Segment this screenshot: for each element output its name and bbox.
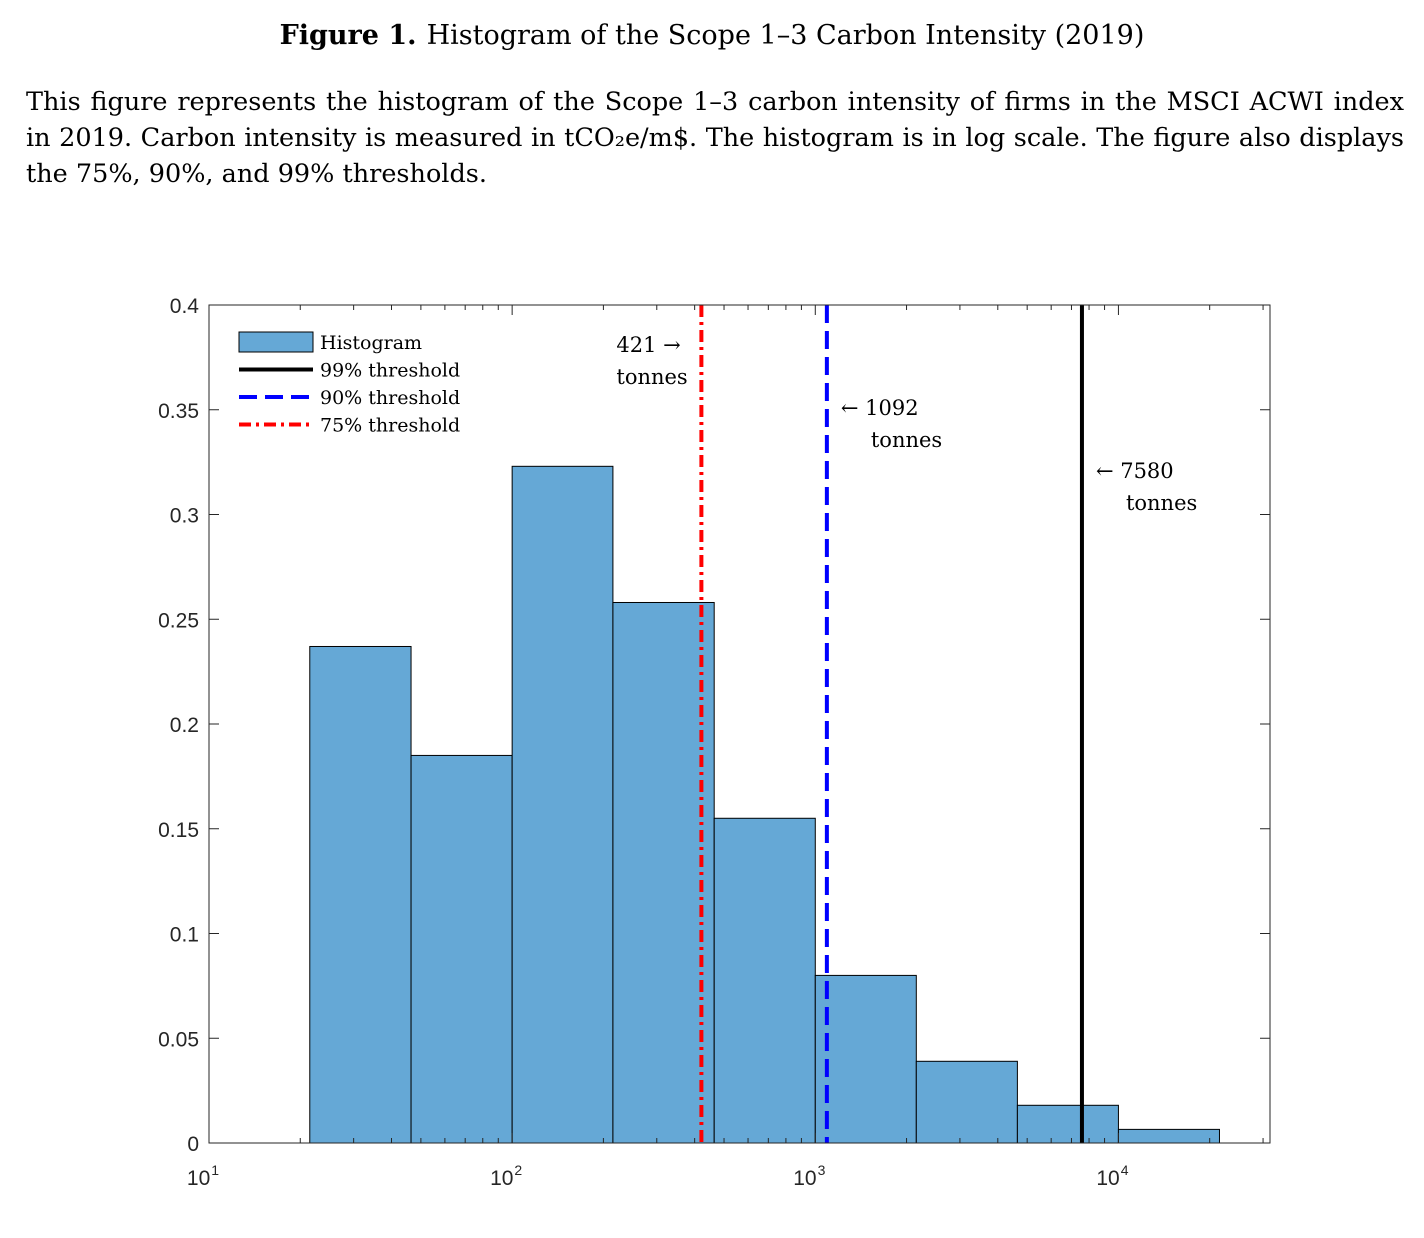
y-tick-label: 0.25 — [158, 609, 199, 632]
legend-swatch-histogram — [238, 331, 314, 353]
x-tick-label: 103 — [793, 1162, 825, 1190]
figure-title: Histogram of the Scope 1–3 Carbon Intens… — [426, 20, 1145, 51]
histogram-bar — [612, 601, 715, 1144]
threshold-annotation: 421 → — [616, 333, 680, 357]
histogram-bar — [309, 645, 412, 1144]
histogram-bar — [713, 817, 816, 1144]
y-tick-label: 0 — [187, 1133, 199, 1156]
y-tick-label: 0.15 — [158, 819, 199, 842]
histogram-bar — [814, 974, 917, 1144]
histogram-bar — [1016, 1104, 1119, 1144]
histogram-bar — [511, 465, 614, 1144]
y-tick-label: 0.4 — [170, 295, 200, 318]
figure-caption-title: Figure 1. Histogram of the Scope 1–3 Carb… — [0, 20, 1424, 51]
legend-label: 75% threshold — [320, 415, 460, 437]
threshold-annotation: ← 1092 — [841, 396, 919, 420]
histogram-bar — [915, 1060, 1018, 1144]
histogram-bar — [410, 754, 513, 1144]
threshold-annotation-unit: tonnes — [1126, 491, 1197, 515]
legend-label: Histogram — [320, 332, 422, 354]
legend-label: 90% threshold — [320, 387, 460, 409]
x-tick-label: 102 — [490, 1162, 522, 1190]
threshold-annotation: ← 7580 — [1096, 459, 1174, 483]
threshold-annotation-unit: tonnes — [616, 365, 687, 389]
x-tick-label: 101 — [187, 1162, 219, 1190]
threshold-annotation-unit: tonnes — [871, 428, 942, 452]
y-tick-label: 0.3 — [170, 505, 199, 528]
figure-label: Figure 1. — [279, 20, 417, 51]
histogram-bar — [1117, 1128, 1220, 1144]
y-tick-label: 0.05 — [158, 1028, 199, 1051]
y-tick-label: 0.35 — [158, 400, 199, 423]
figure-caption-body: This figure represents the histogram of … — [26, 87, 1404, 189]
x-tick-label: 104 — [1096, 1162, 1128, 1190]
y-tick-label: 0.1 — [170, 924, 199, 947]
y-tick-label: 0.2 — [170, 714, 199, 737]
legend-label: 99% threshold — [320, 360, 460, 382]
